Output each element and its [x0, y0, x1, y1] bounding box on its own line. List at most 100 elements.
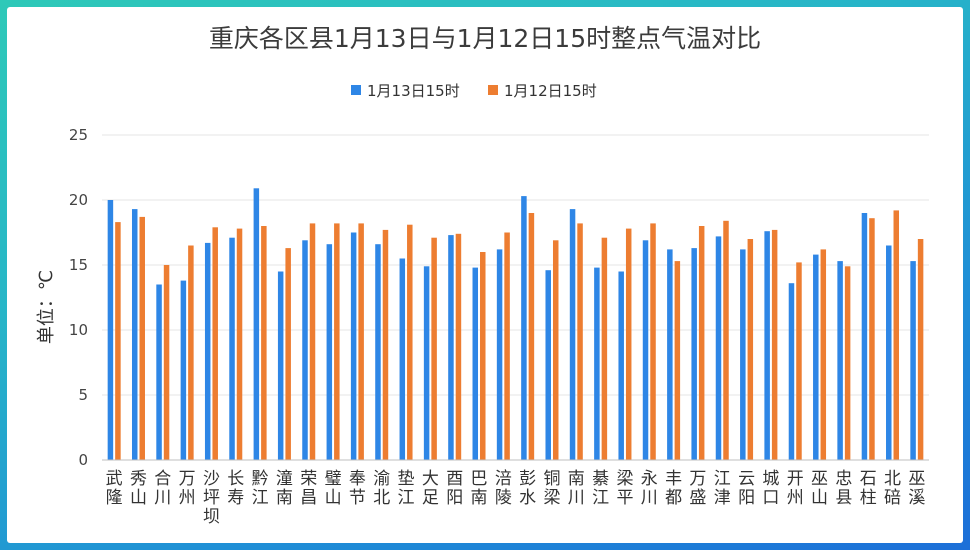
bar-series-2	[674, 261, 681, 460]
legend-swatch-series-2	[488, 85, 498, 95]
bar-series-1	[253, 188, 260, 461]
x-category-label: 铜梁	[543, 469, 560, 508]
bar-series-1	[326, 244, 333, 460]
bars	[107, 188, 924, 461]
bar-series-1	[496, 249, 503, 460]
bar-series-1	[618, 271, 624, 460]
bar-series-2	[747, 239, 754, 460]
bar-series-1	[545, 270, 551, 460]
bar-series-1	[521, 196, 527, 460]
bar-series-2	[480, 252, 486, 460]
x-category-label: 巫山	[811, 469, 828, 508]
bar-series-2	[455, 233, 462, 460]
y-tick-label: 0	[78, 451, 88, 469]
bar-series-2	[552, 240, 559, 460]
bar-series-2	[115, 222, 121, 460]
bar-series-2	[334, 223, 340, 460]
bar-series-1	[302, 240, 308, 460]
bar-series-2	[650, 223, 656, 460]
x-category-label: 城口	[762, 469, 779, 508]
x-category-label: 沙坪坝	[203, 469, 220, 527]
x-category-label: 彭水	[519, 469, 536, 508]
x-category-label: 巴南	[471, 469, 488, 508]
bar-series-2	[820, 249, 827, 460]
bar-series-1	[107, 200, 114, 460]
x-category-label: 云阳	[738, 469, 755, 508]
bar-series-2	[285, 248, 291, 460]
bar-series-1	[277, 271, 284, 460]
y-axis-ticks: 0 5 10 15 20 25	[69, 126, 88, 469]
bar-chart: 重庆各区县1月13日与1月12日15时整点气温对比 1月13日15时 1月12日…	[36, 24, 929, 527]
bar-series-2	[698, 226, 705, 460]
y-tick-label: 5	[78, 386, 88, 404]
chart-title: 重庆各区县1月13日与1月12日15时整点气温对比	[209, 24, 761, 53]
bar-series-2	[893, 210, 900, 460]
x-category-label: 万盛	[689, 469, 706, 508]
x-category-label: 石柱	[860, 469, 877, 508]
bar-series-1	[837, 261, 843, 460]
bar-series-1	[594, 267, 600, 460]
legend-label-series-1: 1月13日15时	[367, 82, 460, 100]
bar-series-2	[358, 223, 364, 460]
x-category-label: 忠县	[835, 469, 852, 508]
legend-label-series-2: 1月12日15时	[504, 82, 597, 100]
x-category-label: 酉阳	[446, 469, 463, 508]
bar-series-2	[309, 223, 316, 460]
bar-series-1	[131, 209, 138, 460]
bar-series-2	[844, 266, 851, 460]
x-category-label: 丰都	[665, 469, 682, 508]
bar-series-1	[715, 236, 722, 460]
bar-series-2	[723, 220, 729, 460]
bar-series-1	[910, 261, 916, 460]
x-category-label: 黔江	[252, 469, 269, 508]
y-axis-label: 单位：℃	[36, 270, 57, 344]
x-category-label: 开州	[787, 469, 804, 508]
bar-series-2	[577, 223, 583, 460]
bar-series-1	[448, 235, 454, 460]
x-category-label: 大足	[422, 469, 439, 508]
x-category-label: 南川	[568, 469, 585, 508]
bar-series-1	[788, 283, 795, 460]
bar-series-2	[236, 228, 243, 460]
bar-series-2	[188, 245, 194, 460]
x-category-label: 涪陵	[495, 469, 512, 508]
bar-series-1	[156, 284, 162, 460]
chart-card: 重庆各区县1月13日与1月12日15时整点气温对比 1月13日15时 1月12日…	[7, 7, 963, 543]
bar-series-1	[180, 280, 187, 460]
bar-series-1	[204, 242, 211, 460]
bar-series-2	[504, 232, 510, 460]
bar-series-2	[139, 216, 145, 460]
bar-series-2	[869, 218, 875, 460]
bar-series-2	[771, 229, 778, 460]
bar-series-2	[212, 227, 218, 460]
y-tick-label: 15	[69, 256, 88, 274]
bar-series-1	[740, 249, 746, 460]
x-category-label: 江津	[714, 469, 731, 508]
x-category-label: 梁平	[616, 469, 633, 508]
bar-series-1	[691, 248, 697, 460]
x-category-label: 荣昌	[300, 469, 317, 508]
bar-series-2	[407, 224, 413, 460]
bar-series-2	[625, 228, 632, 460]
bar-series-2	[261, 226, 267, 460]
bar-series-1	[667, 249, 673, 460]
bar-series-1	[472, 267, 479, 460]
bar-series-2	[601, 237, 608, 460]
x-category-label: 长寿	[227, 469, 244, 508]
gridlines	[102, 134, 929, 396]
x-category-label: 璧山	[325, 469, 342, 508]
x-category-label: 北碚	[884, 469, 901, 508]
bar-series-1	[399, 258, 406, 460]
x-category-label: 永川	[641, 469, 658, 508]
bar-series-1	[350, 232, 357, 460]
bar-series-2	[796, 262, 802, 460]
legend: 1月13日15时 1月12日15时	[351, 82, 597, 100]
x-category-label: 合川	[154, 469, 171, 508]
y-tick-label: 25	[69, 126, 88, 144]
bar-series-2	[382, 229, 389, 460]
x-category-label: 潼南	[276, 469, 293, 508]
x-axis-categories: 武隆秀山合川万州沙坪坝长寿黔江潼南荣昌璧山奉节渝北垫江大足酉阳巴南涪陵彭水铜梁南…	[106, 469, 926, 527]
bar-series-1	[813, 254, 819, 460]
legend-swatch-series-1	[351, 85, 361, 95]
bar-series-1	[375, 244, 381, 460]
